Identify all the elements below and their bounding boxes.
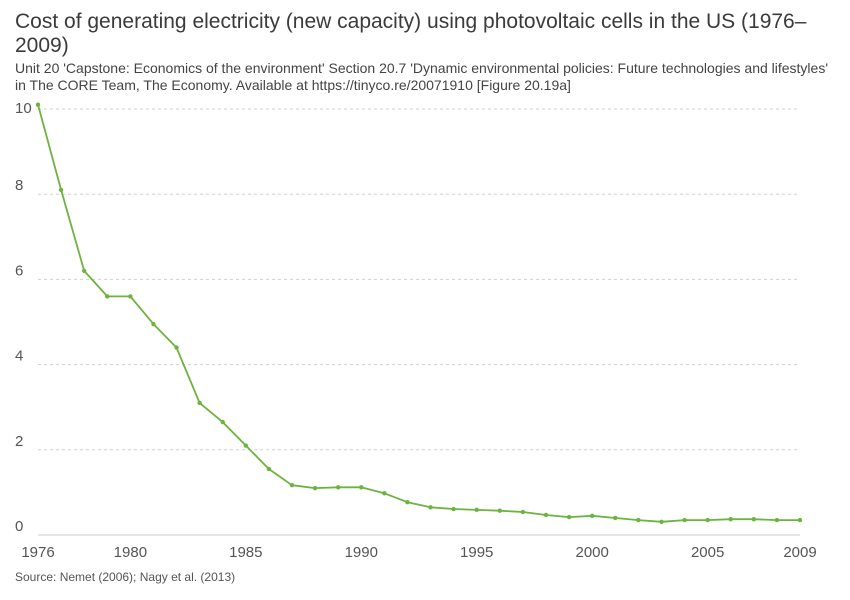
data-point [243,443,249,448]
y-tick-label: 0 [15,518,23,535]
data-point [151,321,156,327]
data-point [35,102,41,107]
y-tick-label: 4 [15,348,23,365]
data-point [613,515,618,521]
x-tick-label: 2005 [691,544,724,561]
series-layer [35,102,803,524]
data-point [589,513,595,519]
y-tick-label: 2 [15,433,23,450]
data-point [128,294,133,299]
data-point [197,400,202,406]
data-point [682,517,687,523]
y-tick-label: 8 [15,177,23,194]
x-tick-label: 1990 [345,544,378,561]
data-point [220,419,225,425]
data-point [659,519,664,524]
data-point [705,517,710,523]
y-tick-label: 6 [15,262,23,279]
x-tick-label: 1985 [229,544,262,561]
y-tick-label: 10 [15,100,32,117]
data-point [497,508,503,513]
x-tick-label: 2000 [575,544,608,561]
series-line [37,104,800,523]
data-point [566,514,572,520]
data-point [636,517,641,523]
x-tick-label: 1995 [460,544,493,561]
data-point [359,485,364,490]
data-point [774,517,780,523]
x-tick-label: 1980 [114,544,147,561]
data-point [405,499,410,505]
data-point [428,505,433,510]
x-tick-label: 1976 [21,544,54,561]
data-point [81,268,87,274]
data-point [797,517,803,523]
data-point [728,517,733,522]
data-point [520,509,526,515]
chart-subtitle: Unit 20 'Capstone: Economics of the envi… [15,60,829,93]
data-point [335,485,341,490]
data-point [105,294,110,299]
source-note: Source: Nemet (2006); Nagy et al. (2013) [15,570,236,584]
data-point [474,507,479,513]
data-point [58,187,64,193]
x-tick-label: 2009 [783,544,816,561]
data-point [382,491,387,496]
chart-title: Cost of generating electricity (new capa… [15,10,807,57]
data-point [312,485,318,491]
grid-layer [38,108,800,451]
data-point [751,517,757,522]
data-point [174,345,179,350]
data-point [451,506,456,512]
data-point [543,512,549,518]
data-point [289,482,295,488]
data-point [266,466,272,472]
label-layer: 0 2 4 6 8 10 1976 1980 1985 1990 1995 2000 2005 2009 [15,100,817,561]
